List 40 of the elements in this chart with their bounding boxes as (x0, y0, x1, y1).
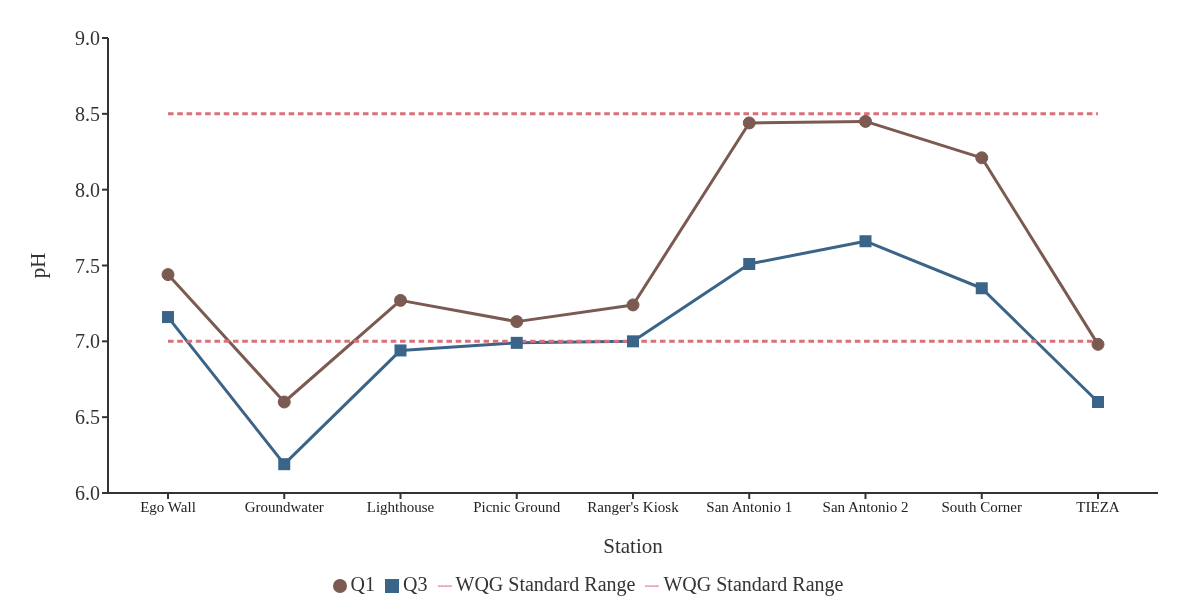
x-tick-label: Picnic Ground (473, 498, 561, 515)
point (975, 151, 989, 165)
y-tick-label: 7.0 (75, 330, 100, 353)
x-tick-label: Ranger's Kiosk (587, 498, 680, 515)
y-tick-label: 6.0 (75, 482, 100, 505)
y-tick-label: 8.0 (75, 178, 100, 201)
y-tick-label: 7.5 (75, 254, 100, 277)
point (1091, 337, 1105, 351)
point (162, 311, 174, 324)
legend-label: Q1 (350, 573, 376, 595)
point (975, 282, 988, 295)
point (277, 395, 291, 409)
point (161, 268, 175, 282)
point (626, 298, 640, 312)
x-tick-label: Ego Wall (140, 498, 196, 515)
legend-label: WQG Standard Range (663, 573, 844, 595)
point (510, 336, 523, 349)
point (278, 458, 291, 471)
legend-label: Q3 (403, 573, 428, 595)
y-axis-title: pH (26, 252, 51, 279)
y-tick-label: 9.0 (75, 27, 100, 50)
x-tick-label: San Antonio 1 (706, 498, 793, 515)
x-tick-label: South Corner (941, 498, 1022, 515)
point (510, 315, 524, 329)
legend-label: WQG Standard Range (455, 573, 636, 595)
point (394, 344, 407, 357)
x-tick-label: San Antonio 2 (822, 498, 909, 515)
point (859, 114, 872, 128)
point (743, 257, 756, 270)
point (859, 235, 872, 248)
point (1092, 396, 1104, 408)
point (394, 293, 407, 307)
x-tick-label: Lighthouse (366, 498, 435, 515)
point (742, 116, 756, 130)
y-tick-label: 6.5 (75, 406, 100, 429)
x-tick-label: TIEZA (1076, 498, 1120, 515)
x-tick-label: Groundwater (244, 498, 324, 515)
point (627, 335, 639, 348)
y-tick-label: 8.5 (75, 102, 100, 125)
x-axis-title: Station (603, 534, 664, 558)
